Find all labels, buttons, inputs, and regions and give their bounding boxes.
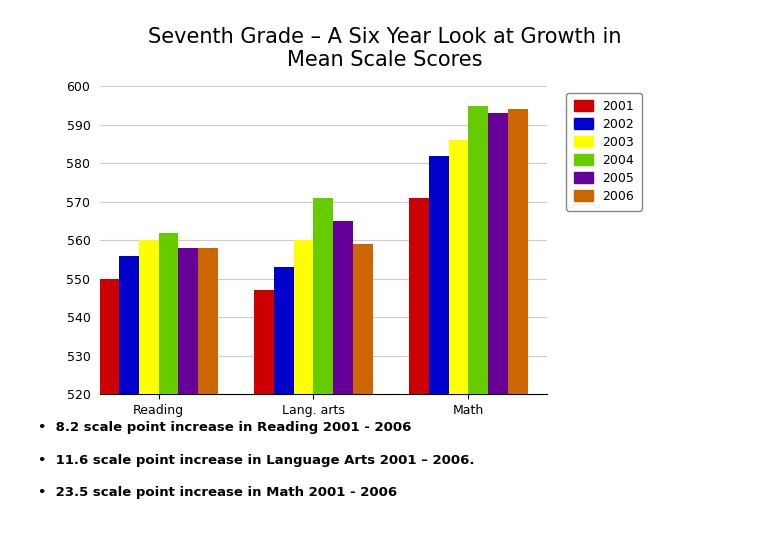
Bar <box>488 113 508 394</box>
Bar <box>179 248 198 394</box>
Bar <box>353 244 373 394</box>
Bar <box>468 106 488 394</box>
Bar <box>429 156 449 394</box>
Bar <box>99 279 119 394</box>
Legend: 2001, 2002, 2003, 2004, 2005, 2006: 2001, 2002, 2003, 2004, 2005, 2006 <box>567 93 642 211</box>
Bar <box>159 233 179 394</box>
Bar <box>274 267 293 394</box>
Bar <box>449 140 468 394</box>
Bar <box>119 256 139 394</box>
Bar <box>139 240 159 394</box>
Text: •  11.6 scale point increase in Language Arts 2001 – 2006.: • 11.6 scale point increase in Language … <box>38 454 475 467</box>
Bar <box>409 198 429 394</box>
Text: Seventh Grade – A Six Year Look at Growth in
Mean Scale Scores: Seventh Grade – A Six Year Look at Growt… <box>149 27 621 70</box>
Bar <box>508 110 527 394</box>
Bar <box>293 240 313 394</box>
Text: •  23.5 scale point increase in Math 2001 - 2006: • 23.5 scale point increase in Math 2001… <box>38 486 397 499</box>
Bar <box>313 198 333 394</box>
Bar <box>198 248 218 394</box>
Text: •  8.2 scale point increase in Reading 2001 - 2006: • 8.2 scale point increase in Reading 20… <box>38 421 412 434</box>
Bar <box>333 221 353 394</box>
Bar <box>254 291 274 394</box>
